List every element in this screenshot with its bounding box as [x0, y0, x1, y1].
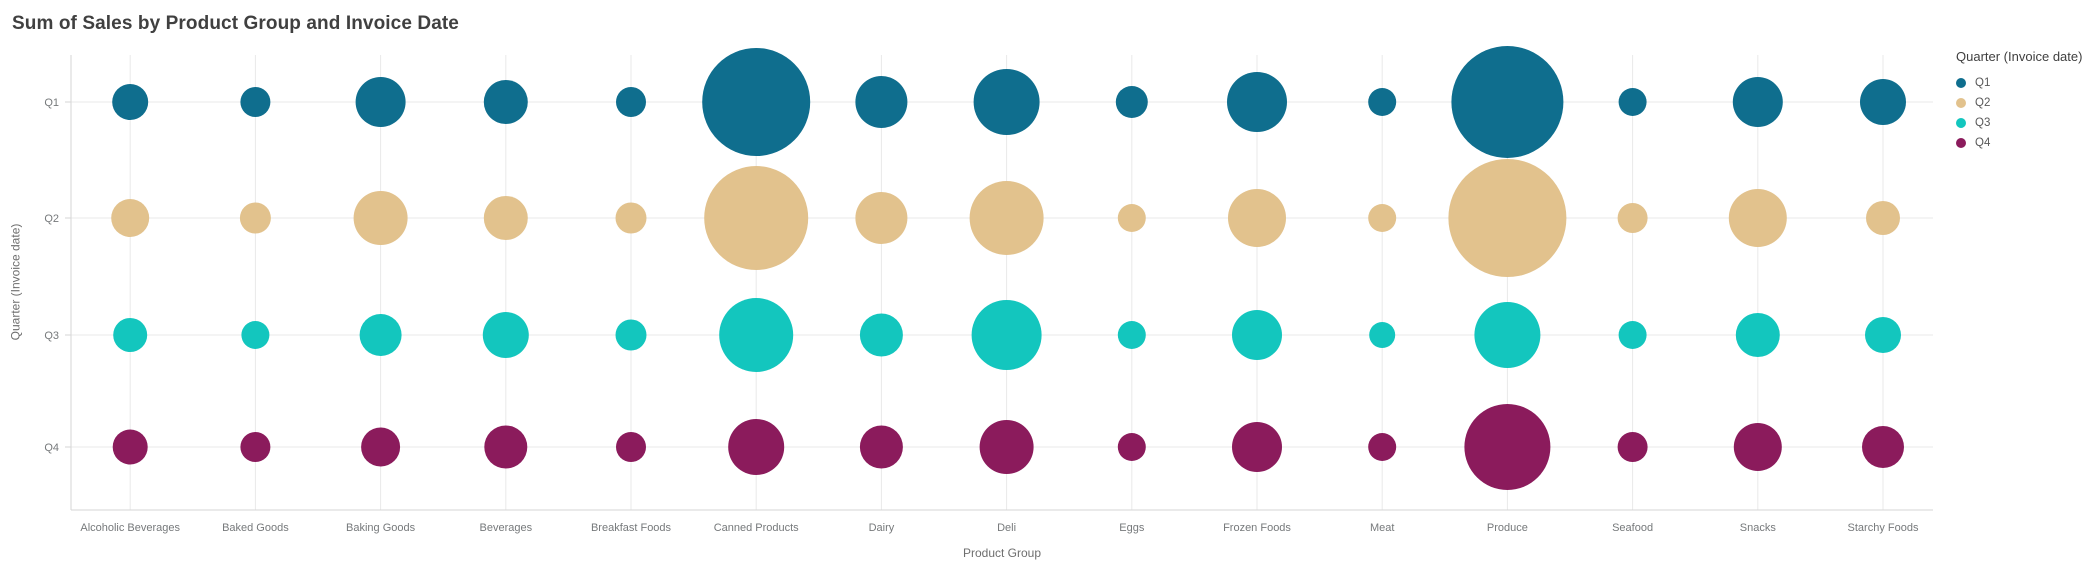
- legend-dot-q4: [1956, 138, 1966, 148]
- x-tick-label: Produce: [1487, 522, 1528, 534]
- bubble-q1-deli[interactable]: [973, 69, 1040, 135]
- bubble-q3-snacks[interactable]: [1735, 313, 1780, 357]
- bubble-q4-starchy-foods[interactable]: [1862, 426, 1904, 468]
- bubble-q2-beverages[interactable]: [483, 196, 528, 240]
- bubble-q1-seafood[interactable]: [1618, 88, 1647, 116]
- bubble-q1-baking-goods[interactable]: [355, 77, 406, 127]
- bubble-q3-alcoholic-beverages[interactable]: [113, 318, 148, 352]
- bubble-q2-baked-goods[interactable]: [239, 202, 271, 234]
- x-tick-label: Eggs: [1119, 522, 1145, 534]
- bubble-q2-eggs[interactable]: [1117, 204, 1146, 232]
- bubble-q4-baked-goods[interactable]: [240, 432, 271, 462]
- legend-label: Q1: [1975, 77, 1991, 89]
- bubble-q3-eggs[interactable]: [1117, 321, 1146, 349]
- bubble-q2-produce[interactable]: [1448, 159, 1567, 277]
- bubble-q2-seafood[interactable]: [1617, 203, 1648, 233]
- y-tick-label: Q2: [44, 213, 59, 225]
- y-axis-title: Quarter (Invoice date): [8, 223, 23, 341]
- legend-dot-q2: [1956, 98, 1966, 108]
- bubble-q4-produce[interactable]: [1464, 404, 1551, 490]
- x-tick-label: Dairy: [869, 522, 895, 534]
- legend-label: Q4: [1975, 137, 1991, 149]
- x-tick-label: Breakfast Foods: [591, 522, 672, 534]
- x-tick-label: Frozen Foods: [1223, 522, 1291, 534]
- y-tick-label: Q1: [44, 97, 59, 109]
- bubble-q4-deli[interactable]: [979, 420, 1034, 474]
- x-tick-label: Seafood: [1612, 522, 1653, 534]
- bubble-q4-canned-products[interactable]: [728, 419, 785, 475]
- y-tick-label: Q3: [44, 330, 59, 342]
- bubble-q3-produce[interactable]: [1474, 302, 1541, 368]
- bubble-q4-baking-goods[interactable]: [361, 427, 401, 467]
- bubble-q2-alcoholic-beverages[interactable]: [111, 199, 150, 237]
- y-tick-label: Q4: [44, 442, 59, 454]
- x-tick-label: Canned Products: [714, 522, 799, 534]
- bubble-q2-starchy-foods[interactable]: [1866, 201, 1900, 235]
- bubble-q1-beverages[interactable]: [483, 80, 528, 124]
- bubble-q4-eggs[interactable]: [1117, 433, 1146, 461]
- bubble-q3-starchy-foods[interactable]: [1865, 317, 1901, 353]
- x-tick-label: Snacks: [1740, 522, 1777, 534]
- bubble-q1-alcoholic-beverages[interactable]: [112, 84, 149, 120]
- x-tick-label: Starchy Foods: [1848, 522, 1919, 534]
- bubble-q2-meat[interactable]: [1368, 204, 1397, 232]
- bubble-q2-dairy[interactable]: [855, 192, 908, 244]
- x-axis-title: Product Group: [962, 546, 1042, 560]
- legend-label: Q2: [1975, 97, 1991, 109]
- legend-title: Quarter (Invoice date): [1956, 49, 2083, 64]
- bubble-q2-baking-goods[interactable]: [353, 191, 408, 245]
- legend-items: Q1 Q2 Q3 Q4: [1956, 73, 2093, 153]
- bubble-q3-seafood[interactable]: [1618, 321, 1647, 349]
- bubble-q4-beverages[interactable]: [484, 425, 528, 469]
- x-tick-label: Baking Goods: [346, 522, 416, 534]
- bubble-q3-canned-products[interactable]: [719, 298, 794, 372]
- bubble-q2-frozen-foods[interactable]: [1228, 189, 1286, 247]
- bubble-q2-breakfast-foods[interactable]: [615, 202, 647, 234]
- bubble-q1-dairy[interactable]: [855, 76, 908, 128]
- bubble-q3-dairy[interactable]: [859, 313, 903, 357]
- bubble-q1-breakfast-foods[interactable]: [616, 87, 646, 117]
- legend-item-q3[interactable]: Q3: [1956, 113, 2093, 133]
- legend-dot-q3: [1956, 118, 1966, 128]
- legend-item-q4[interactable]: Q4: [1956, 133, 2093, 153]
- legend: Quarter (Invoice date) Q1 Q2 Q3 Q4: [1956, 49, 2093, 153]
- x-tick-label: Deli: [997, 522, 1016, 534]
- x-tick-label: Meat: [1370, 522, 1394, 534]
- legend-item-q2[interactable]: Q2: [1956, 93, 2093, 113]
- bubble-q3-meat[interactable]: [1369, 322, 1396, 348]
- bubble-q4-seafood[interactable]: [1617, 432, 1648, 462]
- bubble-q2-canned-products[interactable]: [704, 166, 809, 270]
- bubble-q3-breakfast-foods[interactable]: [615, 319, 647, 351]
- bubble-q1-meat[interactable]: [1368, 88, 1397, 116]
- bubble-q3-baked-goods[interactable]: [241, 321, 270, 349]
- bubble-q4-meat[interactable]: [1368, 433, 1397, 461]
- legend-label: Q3: [1975, 117, 1991, 129]
- bubble-q2-deli[interactable]: [969, 181, 1044, 255]
- bubble-q3-deli[interactable]: [971, 300, 1042, 370]
- bubble-q4-alcoholic-beverages[interactable]: [112, 429, 148, 465]
- chart-title: Sum of Sales by Product Group and Invoic…: [12, 13, 459, 34]
- bubble-q1-starchy-foods[interactable]: [1860, 79, 1906, 125]
- bubble-q2-snacks[interactable]: [1728, 189, 1787, 247]
- bubble-q3-baking-goods[interactable]: [359, 314, 402, 356]
- x-tick-label: Beverages: [480, 522, 533, 534]
- bubble-q1-produce[interactable]: [1451, 46, 1564, 158]
- bubble-q1-canned-products[interactable]: [702, 48, 811, 156]
- bubble-q1-baked-goods[interactable]: [240, 87, 271, 117]
- bubble-q1-frozen-foods[interactable]: [1227, 72, 1287, 132]
- bubble-q4-breakfast-foods[interactable]: [616, 432, 646, 462]
- x-tick-label: Alcoholic Beverages: [80, 522, 180, 534]
- bubble-q4-frozen-foods[interactable]: [1232, 422, 1282, 472]
- bubble-q4-dairy[interactable]: [859, 425, 903, 469]
- x-tick-label: Baked Goods: [222, 522, 289, 534]
- legend-item-q1[interactable]: Q1: [1956, 73, 2093, 93]
- bubble-q1-eggs[interactable]: [1115, 86, 1148, 118]
- bubble-q1-snacks[interactable]: [1732, 77, 1783, 127]
- bubble-q3-frozen-foods[interactable]: [1232, 310, 1282, 360]
- bubble-q4-snacks[interactable]: [1733, 423, 1782, 471]
- legend-dot-q1: [1956, 78, 1966, 88]
- bubble-q3-beverages[interactable]: [482, 312, 529, 358]
